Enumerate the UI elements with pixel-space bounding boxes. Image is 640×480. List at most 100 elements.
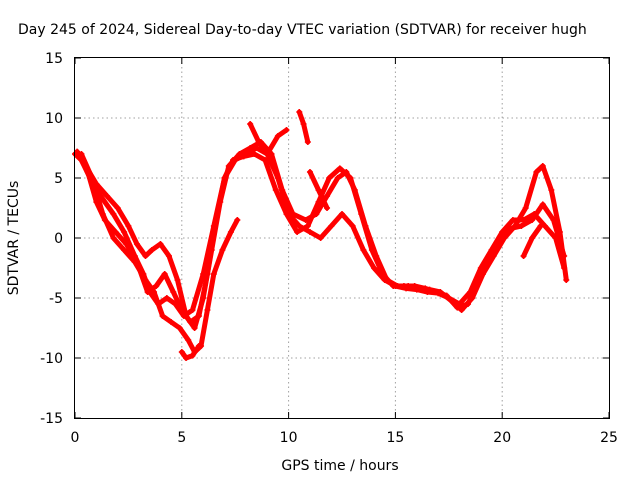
x-tick-label: 25 (600, 430, 618, 446)
data-point-marker (422, 285, 429, 292)
data-point-marker (486, 253, 493, 259)
data-point-marker (161, 271, 168, 277)
y-tick-label: -5 (49, 291, 63, 307)
data-point-marker (133, 241, 140, 247)
data-point-marker (114, 205, 121, 211)
data-point-marker (339, 211, 345, 217)
data-point-marker (563, 277, 570, 283)
y-tick-label: -10 (40, 351, 63, 367)
data-point-marker (300, 121, 307, 127)
data-point-marker (443, 292, 450, 299)
data-point-marker (78, 151, 85, 157)
data-point-marker (74, 148, 81, 155)
data-point-marker (465, 301, 472, 307)
data-point-marker (548, 187, 555, 193)
data-point-marker (509, 217, 516, 223)
grid-layer (75, 58, 609, 418)
series-track-5 (179, 343, 202, 361)
data-point-marker (289, 211, 296, 217)
chart-title: Day 245 of 2024, Sidereal Day-to-day VTE… (18, 22, 587, 38)
series-track-4 (78, 151, 240, 355)
data-point-marker (212, 217, 219, 223)
data-point-marker (400, 283, 407, 289)
data-point-marker (336, 165, 343, 172)
y-tick-label: -15 (40, 411, 63, 427)
data-point-marker (296, 109, 303, 115)
data-point-marker (255, 139, 262, 145)
series-layer (72, 109, 570, 361)
data-point-marker (315, 187, 322, 193)
data-point-marker (125, 223, 132, 229)
data-point-marker (240, 153, 247, 160)
data-point-marker (283, 211, 290, 217)
data-point-marker (157, 241, 164, 247)
data-point-marker (371, 265, 378, 271)
x-tick-label: 0 (71, 430, 80, 446)
data-point-marker (176, 325, 183, 331)
x-tick-label: 20 (493, 430, 511, 446)
data-point-marker (219, 247, 226, 253)
x-tick-label: 10 (280, 430, 298, 446)
data-point-marker (317, 235, 324, 241)
data-point-marker (539, 201, 546, 208)
data-point-marker (432, 289, 439, 295)
y-tick-label: 5 (54, 171, 63, 187)
data-point-marker (151, 289, 158, 295)
data-point-marker (539, 163, 546, 169)
y-tick-label: 0 (54, 231, 63, 247)
data-point-marker (324, 193, 331, 199)
data-point-marker (210, 271, 217, 277)
data-point-marker (315, 199, 322, 205)
data-point-marker (264, 151, 271, 157)
data-point-marker (230, 157, 237, 163)
data-point-marker (304, 139, 311, 145)
y-tick-label: 15 (45, 51, 63, 67)
tick-layer: 0 5 10 15 20 25 -15 -10 -5 0 5 10 15 (40, 51, 618, 446)
y-axis-label: SDTVAR / TECUs (6, 181, 22, 296)
data-point-marker (89, 175, 96, 181)
data-point-marker (497, 235, 504, 241)
data-point-marker (187, 319, 194, 325)
data-point-marker (347, 175, 354, 181)
data-point-marker (104, 193, 111, 199)
data-point-marker (454, 304, 461, 311)
data-point-marker (148, 247, 155, 253)
data-point-marker (520, 253, 527, 259)
data-point-marker (204, 271, 211, 277)
data-point-marker (529, 217, 536, 223)
data-point-marker (174, 277, 181, 283)
data-point-marker (533, 169, 540, 175)
data-point-marker (334, 175, 341, 181)
data-point-marker (272, 187, 279, 193)
data-point-marker (306, 169, 313, 175)
data-point-marker (189, 352, 196, 359)
data-point-marker (234, 217, 241, 223)
data-point-marker (324, 205, 331, 211)
data-point-marker (302, 217, 309, 223)
data-point-marker (159, 313, 166, 319)
data-point-marker (195, 343, 202, 349)
data-point-marker (112, 229, 119, 235)
data-point-marker (326, 175, 333, 181)
data-point-marker (475, 277, 482, 283)
data-point-marker (294, 229, 301, 235)
data-point-marker (390, 283, 397, 289)
data-point-marker (123, 241, 130, 247)
data-point-marker (183, 355, 190, 361)
data-point-marker (522, 205, 529, 211)
data-point-marker (262, 157, 269, 163)
data-point-marker (518, 223, 525, 229)
data-point-marker (178, 307, 185, 313)
data-point-marker (349, 223, 356, 229)
data-point-marker (247, 121, 254, 127)
y-tick-label: 10 (45, 111, 63, 127)
data-point-marker (328, 223, 335, 229)
data-point-marker (121, 229, 128, 235)
data-point-marker (189, 307, 196, 313)
x-axis-label: GPS time / hours (281, 458, 398, 474)
data-point-marker (110, 211, 117, 217)
data-point-marker (279, 187, 286, 193)
data-point-marker (304, 223, 311, 229)
data-point-marker (537, 223, 544, 229)
